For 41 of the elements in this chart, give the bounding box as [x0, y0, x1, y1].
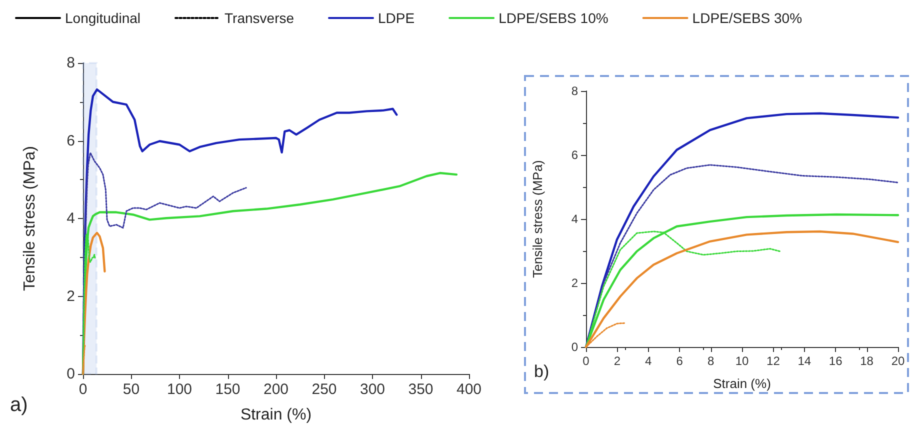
x-tick-label: 250	[312, 381, 337, 398]
y-axis-title: Tensile stress (MPa)	[22, 146, 38, 291]
x-tick-label: 8	[707, 354, 714, 368]
y-tick-label: 2	[66, 288, 75, 305]
x-tick-label: 100	[166, 381, 192, 398]
x-tick-label: 6	[676, 354, 684, 368]
x-tick-label: 0	[582, 354, 590, 368]
x-axis-title: Strain (%)	[713, 376, 771, 391]
x-tick-label: 350	[408, 381, 434, 398]
legend-label: Longitudinal	[65, 10, 141, 26]
y-tick-label: 2	[571, 276, 578, 290]
legend-label: Transverse	[224, 10, 294, 26]
y-tick-label: 0	[571, 340, 578, 354]
x-tick-label: 400	[456, 381, 482, 398]
text: b)	[534, 362, 550, 381]
x-tick-label: 2	[614, 354, 621, 368]
x-tick-label: 150	[215, 381, 240, 398]
y-tick-label: 6	[571, 148, 578, 162]
y-tick-label: 0	[66, 366, 75, 382]
x-tick-label: 20	[891, 354, 905, 368]
x-tick-label: 12	[766, 354, 780, 368]
x-tick-label: 0	[78, 381, 88, 398]
x-tick-label: 200	[263, 381, 289, 398]
x-tick-label: 14	[798, 354, 812, 368]
legend-label: LDPE/SEBS 10%	[498, 10, 608, 26]
x-tick-label: 16	[828, 354, 843, 368]
y-tick-label: 8	[66, 54, 75, 72]
y-axis-title: Tensile stress (MPa)	[530, 160, 545, 278]
text: a)	[10, 394, 28, 416]
legend-label: LDPE	[378, 10, 415, 26]
x-tick-label: 4	[645, 354, 652, 368]
y-tick-label: 6	[66, 132, 75, 150]
x-tick-label: 18	[860, 354, 874, 368]
y-tick-label: 4	[571, 212, 578, 226]
x-axis-title: Strain (%)	[240, 406, 312, 424]
x-tick-label: 50	[122, 381, 140, 398]
x-tick-label: 10	[735, 354, 749, 368]
y-tick-label: 4	[66, 210, 75, 227]
legend-label: LDPE/SEBS 30%	[692, 10, 802, 26]
y-tick-label: 8	[571, 84, 578, 98]
x-tick-label: 300	[360, 381, 386, 398]
